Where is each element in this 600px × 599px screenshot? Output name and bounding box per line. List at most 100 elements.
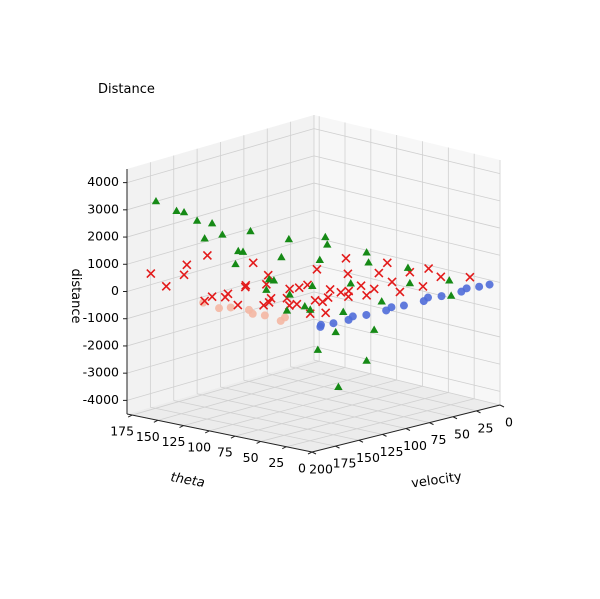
data-point-series-4 [323,240,332,248]
data-point-series-3 [179,270,189,280]
tick-label-velocity: 50 [454,426,470,441]
tick-label-velocity: 175 [333,456,357,471]
x-axis-label: velocity [410,470,463,492]
tick-mark-velocity [358,439,364,443]
grid-line-distance [313,128,501,174]
data-point-series-4 [231,259,240,268]
data-point-series-4 [405,278,415,287]
data-point-series-4 [172,206,181,215]
data-point-series-4 [362,248,371,256]
grid-line-theta [157,367,346,421]
tick-label-distance: -3000 [83,365,119,380]
data-point-series-4 [277,252,286,261]
data-point-series-4 [369,325,379,333]
tick-mark-velocity [311,451,317,455]
data-point-series-3 [202,250,212,261]
data-point-series-4 [446,291,456,299]
grid-line-theta [132,360,320,416]
data-point-series-1 [437,292,446,301]
tick-label-theta: 75 [217,445,233,460]
data-point-series-2 [215,304,224,313]
data-point-series-4 [218,230,227,238]
grid-line-theta [286,398,475,448]
tick-mark-theta [230,435,236,439]
data-point-series-3 [294,283,304,293]
tick-label-distance: -4000 [83,392,119,407]
tick-label-velocity: 0 [505,415,513,430]
data-point-series-3 [312,264,322,274]
data-point-series-3 [200,296,210,306]
data-point-series-3 [325,284,335,295]
tick-label-velocity: 150 [356,450,380,465]
data-point-series-4 [315,255,324,263]
data-point-series-3 [259,300,269,310]
data-point-series-4 [192,216,202,224]
data-point-series-3 [146,268,156,279]
grid-line-distance [313,155,501,202]
data-point-series-2 [226,303,235,312]
tick-label-distance: -2000 [83,337,119,352]
tick-mark-velocity [476,410,481,414]
tick-mark-theta [307,451,313,455]
data-point-series-2 [248,309,257,318]
data-point-series-4 [262,285,271,293]
grid-line-theta [234,385,423,437]
data-point-series-3 [161,281,171,291]
data-point-series-3 [310,295,320,305]
data-point-series-4 [339,307,348,316]
z-axis-label: distance [68,268,83,323]
grid-line-distance [313,264,501,311]
data-point-series-3 [362,290,372,300]
data-point-series-1 [424,293,433,302]
data-point-series-4 [403,263,413,271]
data-point-series-4 [445,276,454,284]
data-point-series-4 [313,345,323,353]
data-point-series-3 [233,300,243,310]
data-point-series-4 [308,281,317,289]
data-point-series-1 [475,282,484,291]
grid-line-distance [313,182,501,229]
data-point-series-3 [318,297,328,307]
grid-line-distance [126,291,315,347]
axis-ticks: 0255075100125150175200025507510012515017… [83,174,513,476]
tick-label-velocity: 200 [309,462,333,477]
data-point-series-3 [465,272,475,282]
data-point-series-4 [362,356,371,364]
data-point-series-2 [260,311,269,320]
tick-mark-theta [282,446,287,450]
grid-line-distance [126,346,315,401]
tick-label-theta: 150 [136,429,160,444]
data-point-series-4 [334,382,343,390]
data-point-series-1 [316,320,325,329]
y-axis-label: theta [169,470,206,491]
data-point-series-1 [329,319,338,328]
data-point-series-3 [266,293,276,303]
tick-label-velocity: 25 [478,420,494,435]
tick-label-distance: 2000 [87,229,119,244]
data-point-series-1 [362,310,371,319]
data-point-series-3 [241,280,251,290]
tick-mark-velocity [335,445,340,449]
data-point-series-3 [418,281,428,291]
tick-mark-theta [179,425,184,429]
data-point-series-3 [240,282,250,292]
data-point-series-3 [220,292,230,302]
data-point-series-3 [263,270,273,280]
grid-line-theta [260,392,449,442]
tick-label-theta: 25 [268,455,284,470]
data-point-series-4 [331,327,340,336]
tick-label-distance: 4000 [87,174,119,189]
tick-mark-velocity [405,428,411,431]
chart-title: Distance [98,82,155,97]
data-point-series-4 [346,279,355,287]
tick-mark-theta [127,414,133,418]
data-point-series-1 [387,303,396,312]
data-point-series-4 [282,306,292,314]
data-point-series-4 [207,218,217,227]
grid-line-distance [313,209,501,256]
data-point-series-3 [395,287,405,297]
data-point-series-4 [151,196,161,205]
data-point-series-4 [238,247,248,255]
tick-label-theta: 100 [187,439,211,454]
